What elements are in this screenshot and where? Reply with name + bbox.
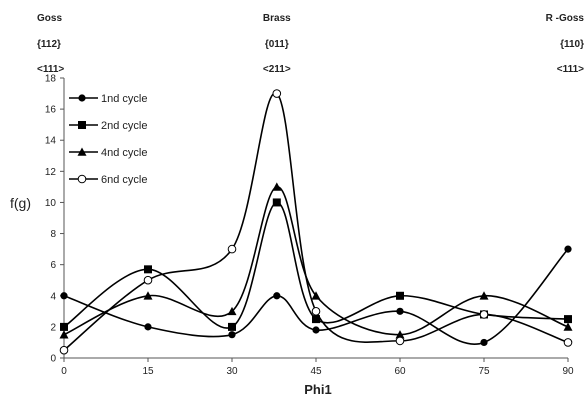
data-point: [563, 338, 573, 347]
data-point: [395, 336, 405, 346]
y-tick-label: 6: [50, 260, 56, 271]
legend-label: 6nd cycle: [101, 174, 147, 186]
y-tick-label: 14: [45, 136, 57, 147]
data-point: [479, 310, 489, 319]
y-tick-label: 12: [45, 167, 57, 178]
legend-label: 4nd cycle: [101, 147, 147, 159]
y-tick-label: 16: [45, 105, 57, 116]
texture-annotation-text: Brass: [263, 13, 291, 24]
y-tick-label: 0: [50, 354, 56, 365]
texture-annotation-text: {011}: [265, 39, 289, 50]
data-point: [396, 307, 404, 315]
data-point: [227, 244, 237, 254]
data-point: [227, 306, 237, 316]
legend-item: 4nd cycle: [69, 147, 147, 159]
data-point: [228, 331, 236, 339]
texture-annotation-text: <211>: [263, 64, 291, 75]
data-point: [143, 291, 153, 300]
y-tick-label: 2: [50, 322, 56, 333]
legend-marker: [78, 121, 86, 129]
series-line: [63, 92, 569, 351]
x-tick-label: 45: [310, 366, 322, 377]
x-ticks: 0 15 30 45 60 75 90: [61, 358, 574, 377]
x-axis-title: Phi1: [304, 382, 331, 397]
data-point: [395, 330, 405, 339]
series-line: [63, 186, 569, 336]
data-point: [143, 275, 153, 285]
data-point: [479, 291, 489, 300]
texture-annotation-text: {110}: [560, 39, 584, 50]
x-tick-label: 15: [142, 366, 154, 377]
data-point: [564, 245, 572, 253]
texture-annotations: Goss {112} <111> Brass {011} <211> R -Goss {110…: [37, 13, 584, 75]
data-point: [144, 265, 152, 274]
data-point: [563, 322, 573, 331]
data-point: [272, 89, 282, 98]
x-tick-label: 30: [226, 366, 238, 377]
legend-item: 1nd cycle: [69, 93, 147, 105]
y-tick-label: 18: [45, 74, 57, 85]
x-tick-label: 75: [478, 366, 490, 377]
series-line: [63, 201, 569, 329]
series-1nd-cycle: [60, 245, 572, 347]
data-point: [59, 330, 69, 339]
x-tick-label: 90: [562, 366, 574, 377]
data-point: [59, 345, 69, 355]
series-group: [59, 89, 573, 355]
legend-marker: [77, 147, 87, 156]
series-4nd-cycle: [59, 182, 573, 339]
data-point: [311, 291, 321, 300]
legend: 1nd cycle 2nd cycle 4nd cycle 6nd cycle: [69, 93, 147, 186]
texture-annotation-text: <111>: [557, 64, 584, 75]
data-point: [60, 322, 68, 331]
legend-label: 1nd cycle: [101, 93, 147, 105]
legend-marker: [78, 94, 86, 102]
legend-item: 6nd cycle: [69, 174, 147, 186]
data-point: [272, 182, 282, 191]
texture-annotation-text: Goss: [37, 13, 62, 24]
legend-item: 2nd cycle: [69, 120, 147, 132]
x-tick-label: 0: [61, 366, 67, 377]
y-ticks: 0 2 4 6 8 10 12 14 16 18: [45, 74, 64, 365]
data-point: [396, 291, 404, 300]
texture-annotation-text: {112}: [37, 39, 61, 50]
texture-annotation-text: <111>: [37, 64, 64, 75]
series-6nd-cycle: [59, 89, 573, 355]
legend-marker: [77, 174, 87, 184]
data-point: [228, 322, 236, 331]
data-point: [144, 323, 152, 331]
data-point: [312, 326, 320, 334]
data-point: [272, 198, 281, 207]
data-point: [480, 338, 488, 347]
y-tick-label: 8: [50, 229, 56, 240]
legend-label: 2nd cycle: [101, 120, 147, 132]
data-point: [311, 307, 321, 316]
y-tick-label: 4: [50, 291, 56, 302]
data-point: [564, 315, 572, 324]
data-point: [273, 292, 281, 300]
y-tick-label: 10: [45, 198, 57, 209]
y-axis-title: f(g): [10, 195, 31, 211]
x-tick-label: 60: [394, 366, 406, 377]
data-point: [60, 292, 68, 300]
data-point: [312, 315, 320, 324]
texture-annotation-text: R -Goss: [546, 13, 585, 24]
